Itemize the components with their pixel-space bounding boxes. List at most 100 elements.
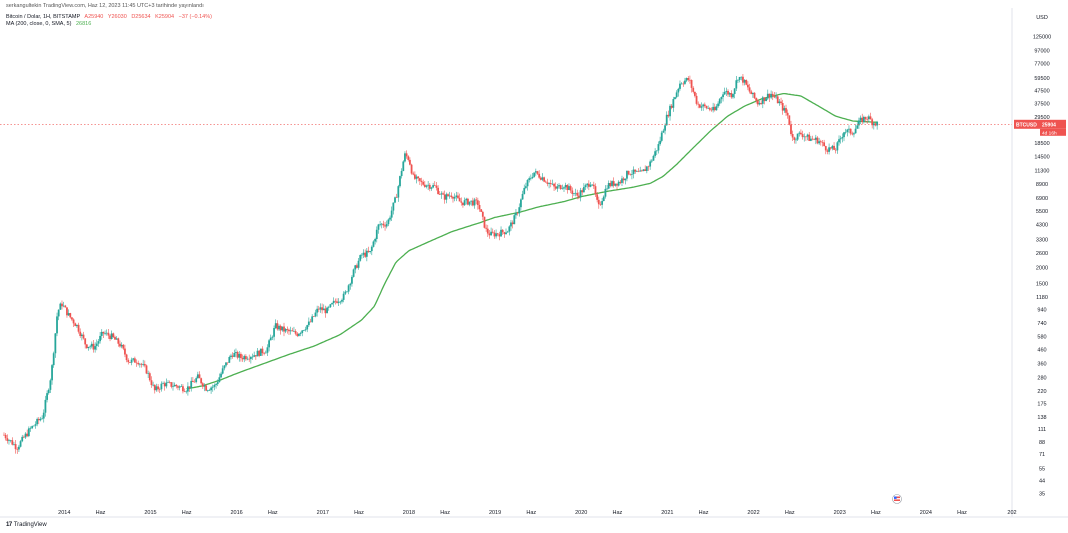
candle-body bbox=[124, 348, 126, 355]
candle-body bbox=[301, 330, 304, 334]
candle-body bbox=[510, 222, 512, 227]
candle-body bbox=[601, 201, 604, 205]
candle-body bbox=[238, 353, 241, 358]
candle-body bbox=[261, 348, 264, 354]
candle-body bbox=[180, 386, 183, 387]
candle-body bbox=[21, 436, 24, 442]
y-tick-label: 360 bbox=[1037, 361, 1046, 367]
y-tick-label: 77000 bbox=[1034, 61, 1049, 67]
candle-body bbox=[99, 335, 101, 342]
candle-body bbox=[776, 96, 779, 104]
candle-body bbox=[279, 325, 282, 331]
y-tick-label: 29500 bbox=[1034, 115, 1049, 121]
candle-body bbox=[269, 337, 272, 341]
candle-body bbox=[225, 362, 227, 366]
candle-body bbox=[143, 363, 146, 366]
x-tick-label: 2017 bbox=[317, 510, 329, 516]
x-tick-label: Haz bbox=[354, 510, 364, 516]
candle-body bbox=[778, 101, 781, 104]
candle-body bbox=[573, 193, 575, 194]
candle-body bbox=[97, 341, 100, 344]
candle-body bbox=[228, 356, 231, 363]
candle-body bbox=[515, 212, 517, 216]
candle-body bbox=[516, 212, 519, 214]
brand-label: TradingView bbox=[13, 522, 47, 528]
candle-body bbox=[578, 195, 580, 198]
candle-body bbox=[140, 363, 143, 365]
candle-body bbox=[647, 166, 650, 168]
candle-body bbox=[543, 177, 546, 182]
candle-body bbox=[614, 183, 617, 186]
candle-body bbox=[450, 195, 453, 198]
candle-body bbox=[523, 187, 526, 194]
ma-value: 26816 bbox=[75, 21, 92, 27]
price-legend[interactable]: Bitcoin / Dolar, 1H, BITSTAMP A25940 Y26… bbox=[6, 14, 215, 20]
candle-body bbox=[206, 390, 209, 391]
candle-body bbox=[357, 260, 360, 268]
candle-body bbox=[18, 446, 20, 450]
candle-body bbox=[167, 382, 169, 383]
candle-body bbox=[848, 128, 850, 130]
candle-body bbox=[354, 265, 357, 270]
candle-body bbox=[274, 323, 277, 329]
candle-body bbox=[120, 344, 123, 347]
candle-body bbox=[72, 319, 75, 324]
candle-body bbox=[309, 321, 312, 323]
candle-body bbox=[670, 105, 673, 108]
candle-body bbox=[46, 393, 48, 400]
candle-body bbox=[574, 192, 577, 194]
candle-body bbox=[210, 387, 213, 391]
candle-body bbox=[178, 386, 181, 388]
candle-body bbox=[553, 183, 555, 187]
candle-body bbox=[177, 386, 179, 388]
candle-body bbox=[566, 184, 569, 191]
ma-label: MA (200, close, 0, SMA, 5) bbox=[6, 21, 72, 27]
candle-body bbox=[62, 305, 65, 307]
x-tick-label: Haz bbox=[440, 510, 450, 516]
high-value: Y26030 bbox=[107, 14, 127, 20]
candle-body bbox=[513, 215, 516, 225]
y-tick-label: 740 bbox=[1037, 321, 1046, 327]
candle-body bbox=[831, 145, 834, 149]
candle-body bbox=[571, 190, 574, 194]
y-tick-label: 2000 bbox=[1036, 265, 1048, 271]
candle-body bbox=[751, 92, 754, 95]
candle-body bbox=[660, 132, 663, 141]
x-tick-label: 2014 bbox=[58, 510, 70, 516]
tradingview-icon: 17 bbox=[6, 522, 12, 528]
candle-body bbox=[3, 434, 5, 436]
candle-body bbox=[409, 159, 411, 165]
candle-body bbox=[37, 418, 40, 421]
candle-body bbox=[771, 93, 774, 96]
candle-body bbox=[158, 389, 161, 390]
candle-body bbox=[528, 178, 531, 181]
candle-body bbox=[155, 386, 158, 391]
candle-body bbox=[544, 181, 547, 183]
candle-body bbox=[438, 194, 441, 195]
x-tick-label: Haz bbox=[182, 510, 192, 516]
countdown-bg bbox=[1040, 128, 1066, 136]
candle-body bbox=[838, 139, 840, 143]
candle-body bbox=[773, 95, 776, 98]
candle-body bbox=[836, 142, 839, 151]
candle-body bbox=[6, 438, 9, 441]
candle-body bbox=[288, 329, 290, 332]
candle-body bbox=[152, 384, 155, 386]
candle-body bbox=[655, 150, 658, 152]
candle-body bbox=[697, 103, 700, 105]
candle-body bbox=[685, 78, 688, 81]
candle-body bbox=[687, 78, 690, 80]
price-tag-value: 25904 bbox=[1042, 122, 1056, 128]
candle-body bbox=[616, 183, 618, 186]
symbol-label: Bitcoin / Dolar, 1H, BITSTAMP bbox=[6, 14, 81, 20]
candle-body bbox=[291, 330, 294, 332]
candle-body bbox=[341, 299, 343, 302]
candle-body bbox=[259, 348, 262, 356]
tradingview-logo[interactable]: 17 TradingView bbox=[6, 522, 47, 528]
price-tag-symbol: BTCUSD bbox=[1016, 122, 1037, 128]
candle-body bbox=[619, 181, 622, 183]
candle-body bbox=[44, 399, 47, 413]
ma-legend[interactable]: MA (200, close, 0, SMA, 5) 26816 bbox=[6, 21, 94, 27]
candle-body bbox=[652, 155, 655, 161]
